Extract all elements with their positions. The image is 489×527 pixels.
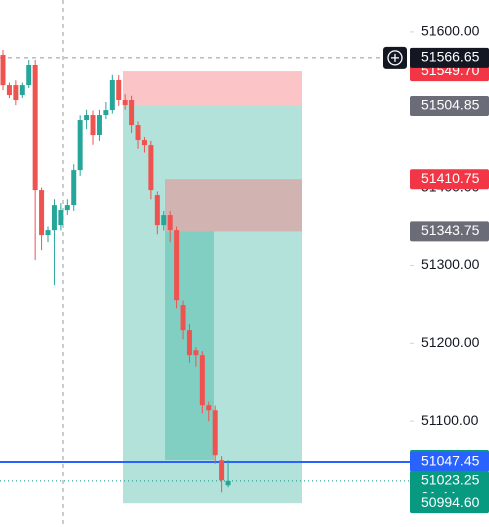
y-tick-label: 51600.00 [421, 23, 480, 39]
price-badge [410, 221, 489, 242]
candle-body [116, 80, 122, 101]
candle-body [32, 64, 38, 191]
candle-body [135, 125, 141, 141]
candle-body [167, 215, 173, 231]
candle-body [180, 305, 186, 331]
candle-body [122, 100, 128, 106]
plus-icon [391, 53, 399, 62]
price-badge-label: 51410.75 [421, 170, 480, 186]
price-badge [410, 452, 489, 473]
price-badge-label: 51566.65 [421, 49, 480, 65]
candle-body [58, 210, 64, 226]
plus-icon-ring [387, 50, 403, 66]
candle-body [206, 405, 212, 411]
candle-body [13, 85, 19, 101]
candle-body [19, 85, 25, 96]
price-badge [410, 493, 489, 514]
price-badge [410, 95, 489, 116]
price-badge [410, 169, 489, 190]
candle-body [64, 205, 70, 211]
candle-body [84, 115, 90, 121]
candle-body [148, 145, 154, 191]
candle-body [45, 230, 51, 236]
y-tick-label: 51100.00 [421, 412, 479, 428]
candle-body [109, 80, 115, 111]
candle-body [154, 195, 160, 226]
y-tick-label: 51200.00 [421, 334, 480, 350]
candle-body [225, 480, 231, 486]
candle-body [77, 120, 83, 171]
candle-body [186, 330, 192, 356]
candle-body [219, 460, 225, 481]
candle-body [71, 170, 77, 206]
candle-body [129, 100, 135, 126]
candle-body [39, 190, 45, 236]
candle-body [141, 140, 147, 146]
candle-body [6, 85, 12, 96]
price-badge-label: 51023.25 [421, 472, 480, 488]
stop-zone [123, 71, 302, 106]
price-badge-label: 50994.60 [421, 494, 480, 510]
candle-body [103, 110, 109, 116]
candle-body [161, 215, 167, 226]
candle-body [51, 205, 57, 231]
candle-body [90, 115, 96, 136]
price-badge-label: 51047.45 [421, 453, 480, 469]
candle-body [193, 350, 199, 356]
candle-body [199, 355, 205, 406]
candle-body [174, 230, 180, 301]
candle-body [212, 410, 218, 456]
y-tick-label: 51300.00 [421, 256, 480, 272]
price-badge-label: 51504.85 [421, 97, 480, 113]
stop-zone [165, 179, 302, 232]
candle-body [26, 64, 32, 86]
price-badge-label: 51343.75 [421, 222, 480, 238]
candle-body [96, 115, 102, 136]
price-badge [410, 47, 489, 68]
candle-body [0, 55, 6, 86]
